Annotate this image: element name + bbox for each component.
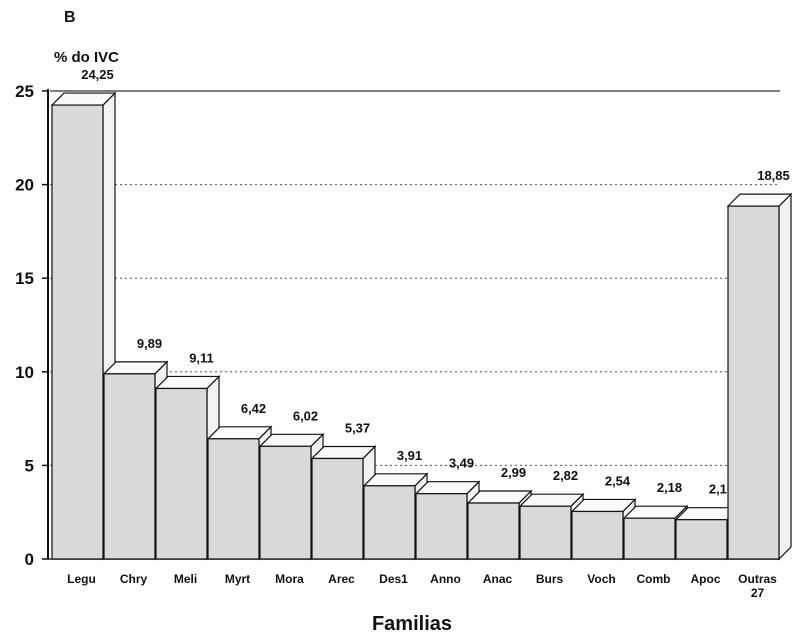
bar-top xyxy=(50,92,117,106)
bar-front xyxy=(519,505,572,560)
x-tick-label: Outras 27 xyxy=(738,572,777,600)
x-tick-label: Myrt xyxy=(224,572,251,586)
x-tick-label: Anac xyxy=(482,572,513,586)
bar-top xyxy=(206,426,273,440)
value-label: 9,11 xyxy=(189,350,214,365)
bar-front xyxy=(311,457,364,560)
bar-front xyxy=(363,485,416,560)
bar xyxy=(206,425,273,561)
value-label: 3,91 xyxy=(397,448,422,463)
bar-front xyxy=(571,510,624,560)
value-label: 24,25 xyxy=(81,67,114,82)
bar-side xyxy=(778,192,792,561)
bar-front xyxy=(675,519,728,560)
bar-front xyxy=(467,502,520,560)
value-label: 2,54 xyxy=(605,473,631,488)
value-label: 2,99 xyxy=(501,465,526,480)
y-tick-label: 10 xyxy=(15,363,34,382)
bar-top xyxy=(102,361,169,375)
x-tick-label: Chry xyxy=(119,572,148,586)
x-tick-label: Apoc xyxy=(690,572,721,586)
x-tick-label: Legu xyxy=(67,572,96,586)
x-tick-label: Arec xyxy=(328,572,355,586)
x-axis-label: Familias xyxy=(372,613,452,635)
y-tick-label: 5 xyxy=(25,456,34,475)
x-tick-label: Voch xyxy=(587,572,616,586)
x-tick-label: Meli xyxy=(173,572,198,586)
y-tick-label: 25 xyxy=(15,82,34,101)
value-label: 9,89 xyxy=(137,336,162,351)
bar-front xyxy=(415,493,468,560)
bar-front xyxy=(259,445,312,560)
x-tick-label: Anno xyxy=(430,572,461,586)
value-label: 3,49 xyxy=(449,456,474,471)
bar-front xyxy=(207,438,260,560)
x-tick-label: Mora xyxy=(275,572,304,586)
y-tick-label: 20 xyxy=(15,176,34,195)
value-label: 6,42 xyxy=(241,401,266,416)
panel-label: B xyxy=(64,9,76,26)
bar-top xyxy=(258,433,325,447)
bar xyxy=(154,375,221,561)
value-label: 6,02 xyxy=(293,408,318,423)
y-tick-label: 15 xyxy=(15,269,34,288)
bar-front xyxy=(103,373,156,560)
y-tick-label: 0 xyxy=(25,550,34,569)
bar-top xyxy=(726,193,793,207)
bar-top xyxy=(414,481,481,495)
value-label: 2,82 xyxy=(553,468,578,483)
bar-top xyxy=(466,490,533,504)
bar-top xyxy=(154,375,221,390)
x-tick-label: Des1 xyxy=(379,572,408,586)
value-label: 5,37 xyxy=(345,420,370,435)
bar-top xyxy=(362,473,429,487)
bar xyxy=(414,480,481,561)
bar-front xyxy=(727,205,780,560)
bar-top xyxy=(518,493,585,507)
x-tick-label: Burs xyxy=(535,572,564,586)
value-label: 2,18 xyxy=(657,480,682,495)
bar-front xyxy=(51,104,104,560)
bar xyxy=(570,498,637,561)
bar-top xyxy=(622,505,689,519)
bar-front xyxy=(623,517,676,560)
bar xyxy=(726,192,793,561)
value-label: 18,85 xyxy=(757,168,790,183)
bar-top xyxy=(310,445,377,460)
y-axis-label: % do IVC xyxy=(54,49,119,66)
x-tick-label: Comb xyxy=(636,572,671,586)
bar-top xyxy=(570,498,637,513)
bar-front xyxy=(155,387,208,560)
